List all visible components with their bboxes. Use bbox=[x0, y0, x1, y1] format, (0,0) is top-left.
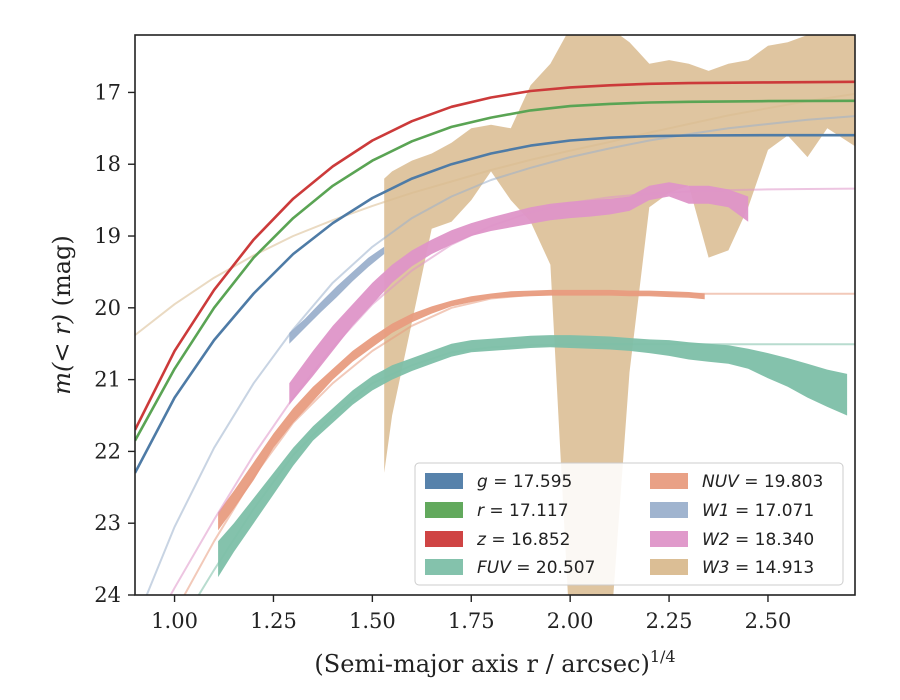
legend-swatch-z bbox=[425, 531, 463, 547]
model-curve-w2 bbox=[169, 187, 855, 595]
y-tick-label: 19 bbox=[94, 224, 121, 248]
series-fuv bbox=[197, 335, 855, 595]
legend-label-w2: W2 = 18.340 bbox=[702, 530, 814, 550]
legend-swatch-w3 bbox=[650, 559, 688, 575]
x-tick-label: 2.00 bbox=[547, 609, 594, 633]
band-w2 bbox=[289, 182, 749, 405]
x-tick-label: 2.25 bbox=[646, 609, 693, 633]
band-w3 bbox=[384, 35, 855, 595]
series-g bbox=[135, 133, 855, 474]
x-tick-label: 1.25 bbox=[250, 609, 297, 633]
series-w3 bbox=[135, 35, 855, 595]
y-axis: 17 18 19 20 21 22 23 24 bbox=[94, 80, 135, 607]
series-layer bbox=[135, 35, 855, 595]
x-tick-label: 2.50 bbox=[745, 609, 792, 633]
legend-label-w1: W1 = 17.071 bbox=[702, 501, 814, 521]
y-tick-label: 17 bbox=[94, 80, 121, 104]
series-z bbox=[135, 80, 855, 431]
series-w1 bbox=[145, 115, 855, 595]
y-tick-label: 18 bbox=[94, 152, 121, 176]
legend-swatch-r bbox=[425, 502, 463, 518]
model-curve-r bbox=[135, 99, 855, 442]
legend-box bbox=[414, 462, 844, 586]
y-tick-label: 24 bbox=[94, 583, 121, 607]
legend-label-fuv: FUV = 20.507 bbox=[477, 558, 595, 578]
model-curve-w1 bbox=[145, 115, 855, 595]
legend-swatch-g bbox=[425, 473, 463, 489]
band-fuv bbox=[218, 335, 848, 578]
legend-swatch-nuv bbox=[650, 473, 688, 489]
y-tick-label: 22 bbox=[94, 439, 121, 463]
legend-label-w3: W3 = 14.913 bbox=[702, 558, 814, 578]
legend-swatch-w2 bbox=[650, 531, 688, 547]
legend: g = 17.595 r = 17.117 z = 16.852 FUV = 20.5… bbox=[414, 462, 844, 586]
band-w1 bbox=[289, 246, 385, 344]
x-axis-label: (Semi-major axis r / arcsec)1/4 bbox=[314, 647, 675, 678]
legend-label-g: g = 17.595 bbox=[477, 472, 572, 492]
series-nuv bbox=[183, 289, 855, 595]
y-tick-label: 21 bbox=[94, 368, 121, 392]
legend-swatch-w1 bbox=[650, 502, 688, 518]
model-curve-g bbox=[135, 133, 855, 474]
legend-label-nuv: NUV = 19.803 bbox=[702, 472, 823, 492]
legend-swatch-fuv bbox=[425, 559, 463, 575]
x-tick-label: 1.00 bbox=[151, 609, 198, 633]
plot-frame bbox=[134, 34, 856, 596]
series-w2 bbox=[169, 182, 855, 595]
x-tick-label: 1.50 bbox=[349, 609, 396, 633]
legend-label-z: z = 16.852 bbox=[476, 530, 570, 550]
y-tick-label: 23 bbox=[94, 511, 121, 535]
model-curve-z bbox=[135, 80, 855, 431]
series-r bbox=[135, 99, 855, 442]
legend-label-r: r = 17.117 bbox=[477, 501, 569, 521]
y-tick-label: 20 bbox=[94, 296, 121, 320]
y-axis-label: m(< r) (mag) bbox=[48, 235, 76, 395]
x-axis: 1.00 1.25 1.50 1.75 2.00 2.25 2.50 bbox=[151, 595, 791, 633]
x-tick-label: 1.75 bbox=[448, 609, 495, 633]
